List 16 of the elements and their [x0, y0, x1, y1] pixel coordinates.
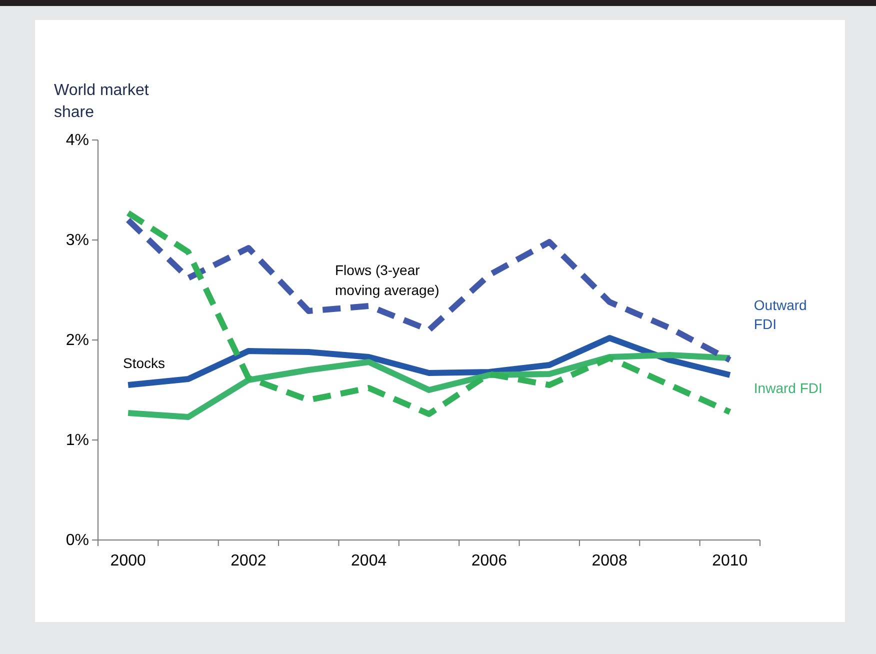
- x-tick-label: 2006: [471, 552, 508, 570]
- y-tick-label: 0%: [66, 532, 89, 550]
- annotation: Flows (3-year moving average): [335, 262, 440, 298]
- text: Outward FDI: [754, 297, 807, 332]
- annotation: Stocks: [123, 355, 166, 371]
- x-tick-label: 2010: [712, 552, 748, 570]
- text: Inward FDI: [754, 380, 822, 396]
- x-tick-label: 2004: [351, 552, 387, 570]
- x-tick-label: 2008: [592, 552, 628, 570]
- y-tick-label: 3%: [66, 232, 89, 250]
- x-tick-label: 2002: [230, 552, 266, 570]
- y-axis-title: World market share: [54, 82, 150, 121]
- y-tick-label: 4%: [66, 132, 89, 150]
- x-tick-label: 2000: [110, 552, 146, 570]
- y-tick-label: 1%: [66, 432, 89, 450]
- y-tick-label: 2%: [66, 332, 89, 350]
